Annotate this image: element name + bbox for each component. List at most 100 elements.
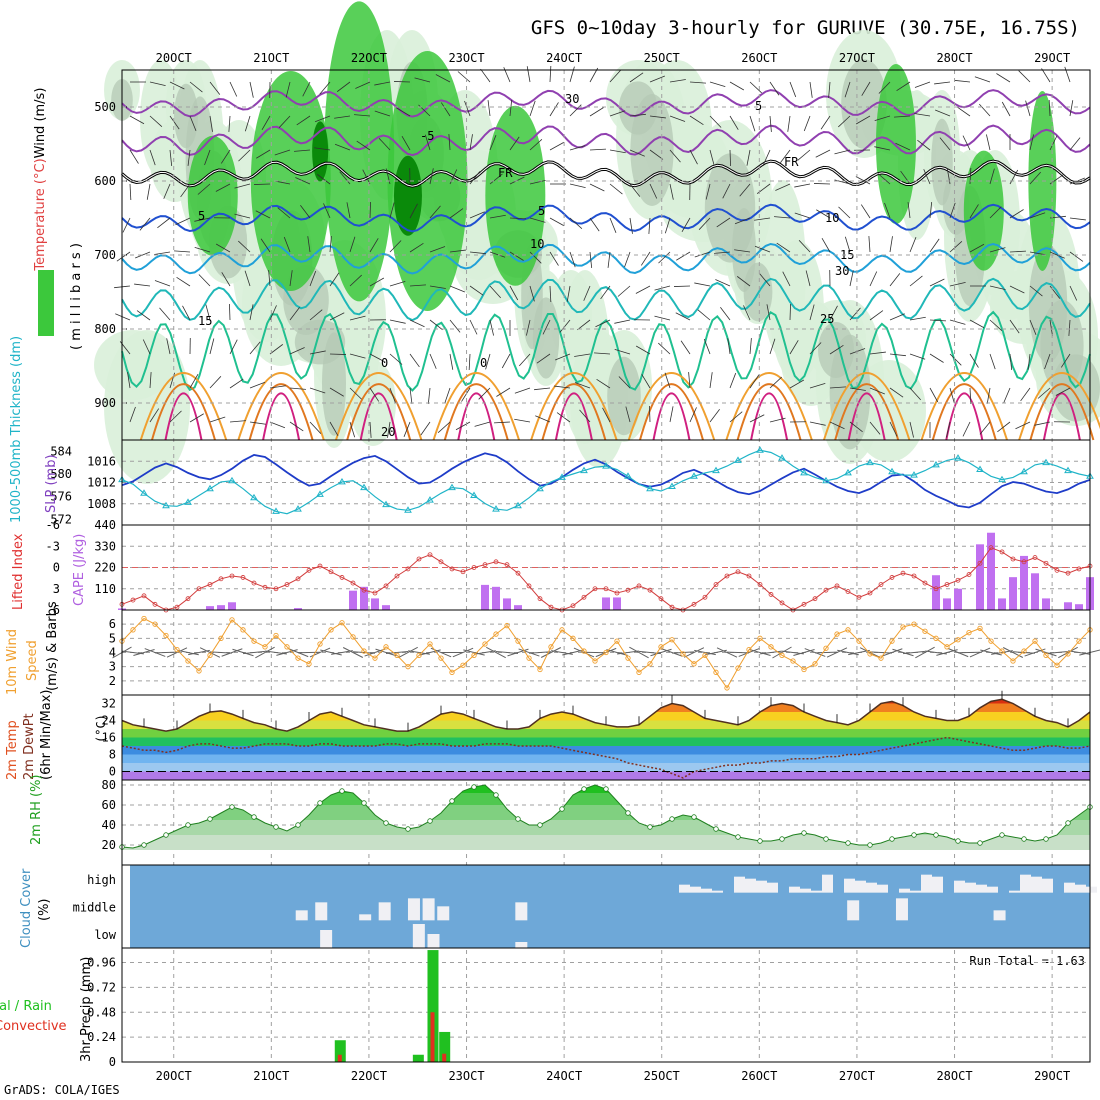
wind-barb [260,238,271,253]
wind-speed-marker [526,655,532,661]
wind-speed-marker [449,669,455,675]
wind-barb [809,382,826,389]
wind-barb [934,81,951,85]
lifted-index-marker [174,604,180,610]
rh-marker [229,804,235,810]
surface-wind-barb [661,648,683,657]
precip-tick-label: 0.48 [87,1005,116,1019]
cape-bar [1042,598,1050,610]
lifted-index-marker [581,594,587,600]
wind-barb [729,149,731,167]
lifted-index-marker [493,559,499,565]
wind-barb [256,149,271,159]
thickness-marker [778,454,786,461]
slp-tick-label: 1016 [87,454,116,468]
wind-barb [569,66,575,83]
wind-barb [1009,209,1024,219]
wind-barb [763,149,771,165]
rh-marker [603,786,609,792]
cloud-cover-bg [130,865,1090,948]
wind-barb [714,251,731,254]
thickness-line [121,449,1091,515]
surface-isotherm [248,383,314,441]
wind-barb [689,407,697,423]
wind-ylabel: 10m Wind Speed (m/s) & Barbs [5,601,60,695]
thickness-marker [1042,458,1050,466]
cape-bar [602,597,610,610]
mid-cloud-cell [422,898,435,921]
precip-tick-label: 0.96 [87,956,116,970]
wind-barb [409,242,424,253]
thickness-marker [316,490,324,497]
wind-barb [387,421,391,438]
wind-barb [649,75,665,83]
surface-wind-barb [364,648,386,657]
wind-barb [329,272,340,287]
wind-barb [494,421,511,424]
wind-barb [849,307,861,321]
rh-marker [713,826,719,832]
wind-barb [314,147,331,151]
wind-speed-marker [504,622,510,629]
lifted-index-marker [427,552,433,558]
temp-band [122,729,1090,738]
wind-speed-marker [944,644,950,650]
wind-barb [769,81,780,96]
isotherm-freezing-core [121,160,1091,187]
wind-barb [555,353,571,361]
lifted-index-marker [306,567,312,573]
wind-barb [229,303,231,321]
pressure-tick-label: 500 [94,100,116,114]
wind-barb [649,115,666,119]
lifted-index-marker [900,570,906,576]
lifted-index-marker [405,566,411,572]
surface-isotherm [945,392,984,441]
surface-wind-barb [814,651,838,654]
isotherm-minus5 [121,124,1091,157]
wind-barb [569,183,586,188]
wind-barb [774,216,791,219]
wind-barb [356,140,371,151]
precip-convective-bar [442,1053,447,1062]
surface-wind-barb [892,648,914,657]
wind-speed-marker [240,627,246,633]
wind-barb [1069,285,1078,301]
rh-marker [691,814,697,820]
cape-bar [371,598,379,610]
wind-barb [316,174,331,185]
wind-barb [277,207,291,219]
wind-speed-marker [218,635,224,641]
wind-barb [1068,319,1071,336]
wind-ylabel-group: 10m Wind Speed (m/s) & Barbs [5,601,60,695]
lifted-index-marker [856,594,862,600]
high-cloud-cell [701,888,712,893]
precip-convective-bar [337,1054,342,1062]
surface-wind-barb [738,648,760,657]
wind-barb [809,304,815,321]
wind-speed-marker [130,627,136,633]
wind-barb [469,211,485,219]
wind-barb [189,115,197,131]
temp-tick-label: 24 [102,714,116,728]
high-cloud-cell [1064,882,1075,893]
low-cloud-cell [320,930,333,948]
lifted-index-marker [801,601,807,607]
wind-barb [754,245,771,253]
bottom-date-label: 23OCT [448,1069,484,1083]
high-cloud-cell [1031,876,1042,893]
lifted-index-marker [1054,567,1060,573]
rh-shade-light [550,270,592,360]
wind-barb [894,115,911,118]
surface-wind-barb [749,648,771,657]
lifted-index-marker [317,563,323,569]
wind-barb [877,173,891,185]
wind-barb [789,81,797,98]
thk-ylabel-group: 1000-500mb Thickness (dm) [9,336,24,523]
wind-barb [501,353,511,369]
bottom-date-label: 26OCT [741,1069,777,1083]
wind-speed-marker [482,641,488,647]
wind-barb [969,204,979,219]
wind-speed-marker [823,645,829,651]
wind-barb [549,217,565,227]
surface-wind-barb [869,651,893,654]
